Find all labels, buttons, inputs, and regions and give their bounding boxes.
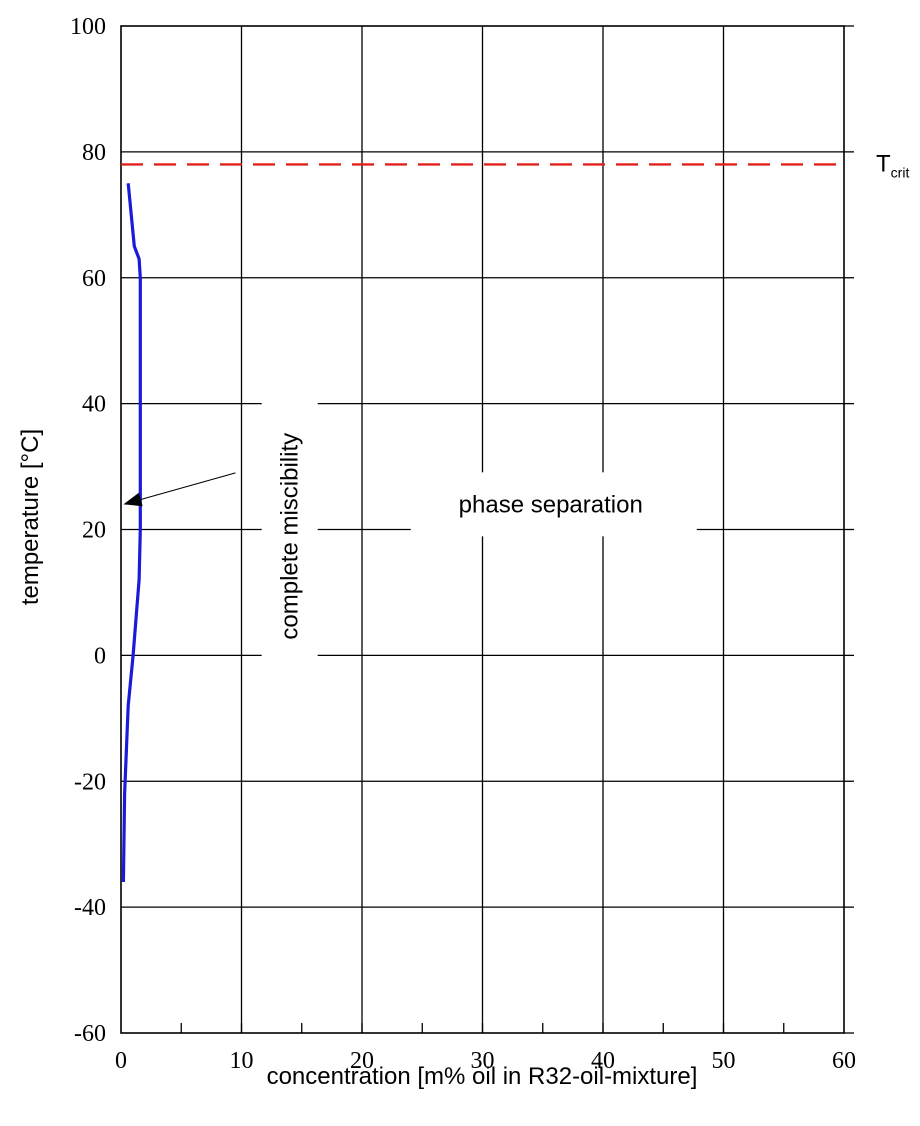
x-tick-label-4: 40 [591, 1048, 615, 1074]
arrow-line [140, 472, 236, 500]
y-tick-label-5: 40 [82, 392, 106, 418]
x-tick-label-2: 20 [350, 1048, 374, 1074]
arrow-head [123, 492, 143, 507]
annotation-backgrounds [261, 360, 697, 713]
complete-miscibility-label: complete miscibility [277, 433, 304, 640]
plot-frame [120, 25, 845, 1034]
y-tick-label-6: 60 [82, 266, 106, 292]
x-tick-label-3: 30 [471, 1048, 495, 1074]
phase-separation-label: phase separation [459, 491, 643, 518]
y-tick-label-3: 0 [94, 643, 106, 669]
annotation-layer: complete miscibility phase separation [123, 433, 643, 640]
y-tick-label-4: 20 [82, 518, 106, 544]
tcrit-label: Tcrit [876, 150, 909, 180]
y-tick-label-0: -60 [74, 1021, 106, 1047]
y-tick-label-2: -20 [74, 769, 106, 795]
axis-ticks [180, 25, 854, 1034]
y-tick-label-8: 100 [70, 14, 106, 40]
x-tick-label-6: 60 [832, 1048, 856, 1074]
x-tick-label-1: 10 [230, 1048, 254, 1074]
tcrit-subscript: crit [891, 164, 910, 180]
phase-label-bg [410, 472, 697, 537]
miscibility-curve-0 [121, 183, 142, 883]
series-layer [121, 183, 142, 883]
x-axis-title: concentration [m% oil in R32-oil-mixture… [267, 1063, 698, 1090]
y-tick-label-1: -40 [74, 895, 106, 921]
plot-border [120, 25, 845, 1034]
x-tick-label-5: 50 [712, 1048, 736, 1074]
y-tick-label-7: 80 [82, 140, 106, 166]
x-tick-label-0: 0 [115, 1048, 127, 1074]
reference-line-layer: Tcrit [121, 150, 909, 180]
grid [121, 26, 844, 1033]
tick-labels: 0 10 20 30 40 50 60 -60 -40 -20 0 20 40 60 80 100 [70, 14, 856, 1074]
miscibility-label-bg [261, 360, 318, 713]
y-axis-title: temperature [°C] [17, 429, 44, 605]
